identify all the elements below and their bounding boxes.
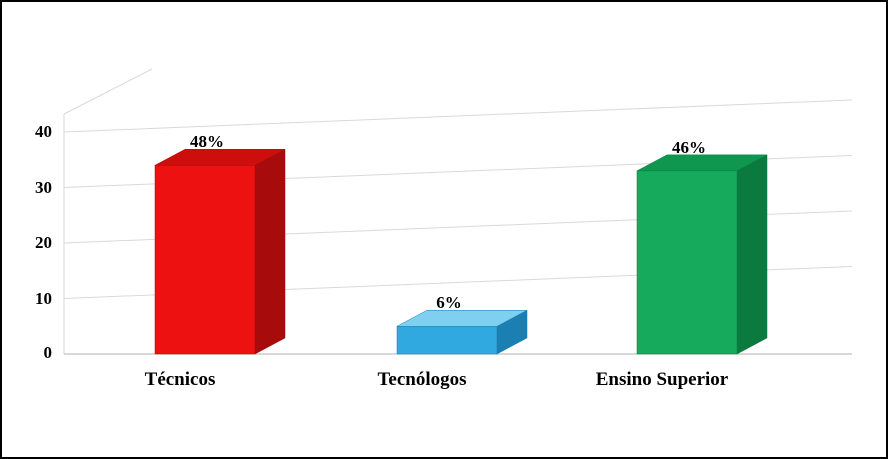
data-label-tecnologos: 6% [436, 293, 462, 312]
bar-front-0 [154, 165, 256, 355]
bar-front-1 [396, 326, 498, 355]
gridline-40 [63, 99, 853, 133]
data-label-ensino-superior: 46% [672, 138, 706, 157]
bar-side-2 [736, 154, 768, 355]
bar-side-0 [254, 148, 286, 355]
y-tick-label-0: 0 [43, 343, 53, 362]
category-label-tecnologos: Tecnólogos [377, 369, 467, 390]
y-tick-label-20: 20 [35, 233, 52, 252]
bar-front-2 [636, 170, 738, 355]
data-label-tecnicos: 48% [190, 132, 224, 151]
category-label-ensino-superior: Ensino Superior [595, 369, 729, 390]
y-tick-label-10: 10 [35, 289, 52, 308]
wall-top-edge [63, 68, 153, 115]
category-label-tecnicos: Técnicos [144, 369, 216, 390]
y-tick-label-30: 30 [35, 178, 52, 197]
y-tick-label-40: 40 [35, 122, 52, 141]
